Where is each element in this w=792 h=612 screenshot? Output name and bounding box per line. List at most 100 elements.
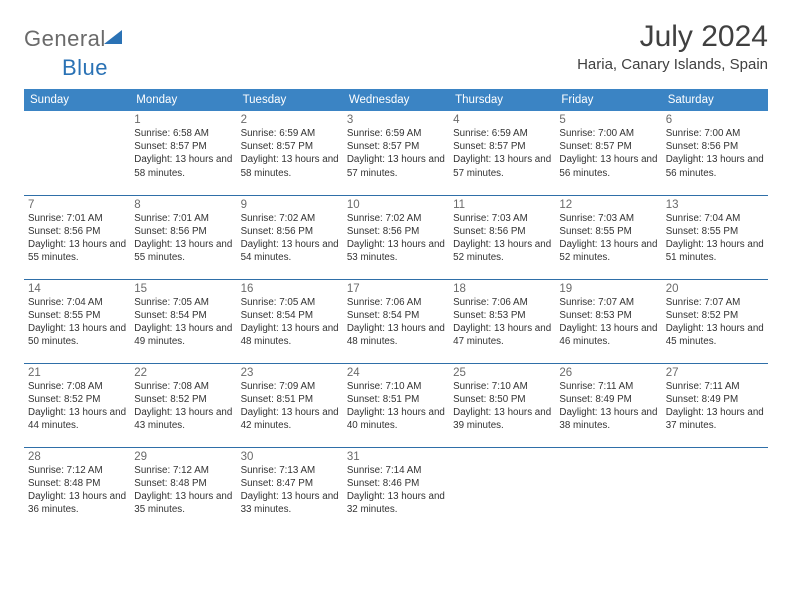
calendar-day-cell: 19Sunrise: 7:07 AMSunset: 8:53 PMDayligh…: [555, 279, 661, 363]
logo-text-blue: Blue: [62, 55, 108, 80]
calendar-empty-cell: [662, 447, 768, 531]
day-details: Sunrise: 7:05 AMSunset: 8:54 PMDaylight:…: [241, 296, 339, 349]
day-number: 25: [453, 367, 551, 379]
logo: General: [24, 26, 122, 52]
calendar-day-cell: 29Sunrise: 7:12 AMSunset: 8:48 PMDayligh…: [130, 447, 236, 531]
calendar-day-cell: 8Sunrise: 7:01 AMSunset: 8:56 PMDaylight…: [130, 195, 236, 279]
calendar-day-cell: 2Sunrise: 6:59 AMSunset: 8:57 PMDaylight…: [237, 111, 343, 195]
day-details: Sunrise: 7:00 AMSunset: 8:56 PMDaylight:…: [666, 127, 764, 180]
calendar-day-cell: 31Sunrise: 7:14 AMSunset: 8:46 PMDayligh…: [343, 447, 449, 531]
calendar-day-cell: 21Sunrise: 7:08 AMSunset: 8:52 PMDayligh…: [24, 363, 130, 447]
day-number: 6: [666, 114, 764, 126]
calendar-day-cell: 15Sunrise: 7:05 AMSunset: 8:54 PMDayligh…: [130, 279, 236, 363]
day-details: Sunrise: 6:58 AMSunset: 8:57 PMDaylight:…: [134, 127, 232, 180]
calendar-empty-cell: [24, 111, 130, 195]
calendar-day-cell: 24Sunrise: 7:10 AMSunset: 8:51 PMDayligh…: [343, 363, 449, 447]
day-number: 16: [241, 283, 339, 295]
weekday-header: Tuesday: [237, 89, 343, 111]
calendar-week-row: 21Sunrise: 7:08 AMSunset: 8:52 PMDayligh…: [24, 363, 768, 447]
day-number: 23: [241, 367, 339, 379]
day-details: Sunrise: 7:02 AMSunset: 8:56 PMDaylight:…: [241, 212, 339, 265]
weekday-header: Sunday: [24, 89, 130, 111]
calendar-day-cell: 3Sunrise: 6:59 AMSunset: 8:57 PMDaylight…: [343, 111, 449, 195]
day-details: Sunrise: 6:59 AMSunset: 8:57 PMDaylight:…: [453, 127, 551, 180]
day-number: 2: [241, 114, 339, 126]
calendar-empty-cell: [449, 447, 555, 531]
day-details: Sunrise: 6:59 AMSunset: 8:57 PMDaylight:…: [347, 127, 445, 180]
day-number: 31: [347, 451, 445, 463]
day-number: 28: [28, 451, 126, 463]
day-details: Sunrise: 7:11 AMSunset: 8:49 PMDaylight:…: [666, 380, 764, 433]
calendar-day-cell: 6Sunrise: 7:00 AMSunset: 8:56 PMDaylight…: [662, 111, 768, 195]
calendar-day-cell: 27Sunrise: 7:11 AMSunset: 8:49 PMDayligh…: [662, 363, 768, 447]
logo-text-gray: General: [24, 26, 106, 52]
day-number: 30: [241, 451, 339, 463]
day-number: 22: [134, 367, 232, 379]
calendar-day-cell: 30Sunrise: 7:13 AMSunset: 8:47 PMDayligh…: [237, 447, 343, 531]
day-details: Sunrise: 7:04 AMSunset: 8:55 PMDaylight:…: [28, 296, 126, 349]
calendar-week-row: 28Sunrise: 7:12 AMSunset: 8:48 PMDayligh…: [24, 447, 768, 531]
calendar-week-row: 7Sunrise: 7:01 AMSunset: 8:56 PMDaylight…: [24, 195, 768, 279]
day-details: Sunrise: 7:07 AMSunset: 8:53 PMDaylight:…: [559, 296, 657, 349]
calendar-day-cell: 11Sunrise: 7:03 AMSunset: 8:56 PMDayligh…: [449, 195, 555, 279]
day-details: Sunrise: 7:06 AMSunset: 8:54 PMDaylight:…: [347, 296, 445, 349]
day-details: Sunrise: 7:11 AMSunset: 8:49 PMDaylight:…: [559, 380, 657, 433]
day-details: Sunrise: 7:10 AMSunset: 8:50 PMDaylight:…: [453, 380, 551, 433]
day-details: Sunrise: 7:03 AMSunset: 8:55 PMDaylight:…: [559, 212, 657, 265]
day-number: 9: [241, 199, 339, 211]
day-details: Sunrise: 7:07 AMSunset: 8:52 PMDaylight:…: [666, 296, 764, 349]
calendar-day-cell: 13Sunrise: 7:04 AMSunset: 8:55 PMDayligh…: [662, 195, 768, 279]
day-number: 18: [453, 283, 551, 295]
day-details: Sunrise: 7:05 AMSunset: 8:54 PMDaylight:…: [134, 296, 232, 349]
day-number: 27: [666, 367, 764, 379]
calendar-day-cell: 26Sunrise: 7:11 AMSunset: 8:49 PMDayligh…: [555, 363, 661, 447]
day-number: 10: [347, 199, 445, 211]
calendar-day-cell: 9Sunrise: 7:02 AMSunset: 8:56 PMDaylight…: [237, 195, 343, 279]
day-details: Sunrise: 7:12 AMSunset: 8:48 PMDaylight:…: [28, 464, 126, 517]
day-details: Sunrise: 7:10 AMSunset: 8:51 PMDaylight:…: [347, 380, 445, 433]
day-number: 5: [559, 114, 657, 126]
day-details: Sunrise: 7:13 AMSunset: 8:47 PMDaylight:…: [241, 464, 339, 517]
day-details: Sunrise: 7:14 AMSunset: 8:46 PMDaylight:…: [347, 464, 445, 517]
day-details: Sunrise: 7:09 AMSunset: 8:51 PMDaylight:…: [241, 380, 339, 433]
day-number: 1: [134, 114, 232, 126]
day-number: 11: [453, 199, 551, 211]
calendar-day-cell: 25Sunrise: 7:10 AMSunset: 8:50 PMDayligh…: [449, 363, 555, 447]
day-number: 13: [666, 199, 764, 211]
title-block: July 2024 Haria, Canary Islands, Spain: [577, 20, 768, 73]
day-details: Sunrise: 7:02 AMSunset: 8:56 PMDaylight:…: [347, 212, 445, 265]
calendar-week-row: 14Sunrise: 7:04 AMSunset: 8:55 PMDayligh…: [24, 279, 768, 363]
calendar-day-cell: 12Sunrise: 7:03 AMSunset: 8:55 PMDayligh…: [555, 195, 661, 279]
day-number: 21: [28, 367, 126, 379]
calendar-empty-cell: [555, 447, 661, 531]
day-details: Sunrise: 6:59 AMSunset: 8:57 PMDaylight:…: [241, 127, 339, 180]
day-number: 29: [134, 451, 232, 463]
month-title: July 2024: [577, 20, 768, 54]
calendar-day-cell: 18Sunrise: 7:06 AMSunset: 8:53 PMDayligh…: [449, 279, 555, 363]
weekday-header: Thursday: [449, 89, 555, 111]
calendar-day-cell: 20Sunrise: 7:07 AMSunset: 8:52 PMDayligh…: [662, 279, 768, 363]
day-number: 20: [666, 283, 764, 295]
calendar-day-cell: 10Sunrise: 7:02 AMSunset: 8:56 PMDayligh…: [343, 195, 449, 279]
weekday-header: Wednesday: [343, 89, 449, 111]
day-details: Sunrise: 7:12 AMSunset: 8:48 PMDaylight:…: [134, 464, 232, 517]
day-number: 26: [559, 367, 657, 379]
calendar-day-cell: 22Sunrise: 7:08 AMSunset: 8:52 PMDayligh…: [130, 363, 236, 447]
day-details: Sunrise: 7:08 AMSunset: 8:52 PMDaylight:…: [28, 380, 126, 433]
day-number: 3: [347, 114, 445, 126]
day-number: 8: [134, 199, 232, 211]
day-details: Sunrise: 7:03 AMSunset: 8:56 PMDaylight:…: [453, 212, 551, 265]
calendar-day-cell: 16Sunrise: 7:05 AMSunset: 8:54 PMDayligh…: [237, 279, 343, 363]
day-details: Sunrise: 7:08 AMSunset: 8:52 PMDaylight:…: [134, 380, 232, 433]
day-number: 19: [559, 283, 657, 295]
day-details: Sunrise: 7:01 AMSunset: 8:56 PMDaylight:…: [134, 212, 232, 265]
day-number: 17: [347, 283, 445, 295]
calendar-head: SundayMondayTuesdayWednesdayThursdayFrid…: [24, 89, 768, 111]
day-number: 24: [347, 367, 445, 379]
weekday-header: Saturday: [662, 89, 768, 111]
day-number: 14: [28, 283, 126, 295]
logo-triangle-icon: [104, 30, 122, 44]
calendar-day-cell: 1Sunrise: 6:58 AMSunset: 8:57 PMDaylight…: [130, 111, 236, 195]
calendar-day-cell: 4Sunrise: 6:59 AMSunset: 8:57 PMDaylight…: [449, 111, 555, 195]
calendar-day-cell: 28Sunrise: 7:12 AMSunset: 8:48 PMDayligh…: [24, 447, 130, 531]
